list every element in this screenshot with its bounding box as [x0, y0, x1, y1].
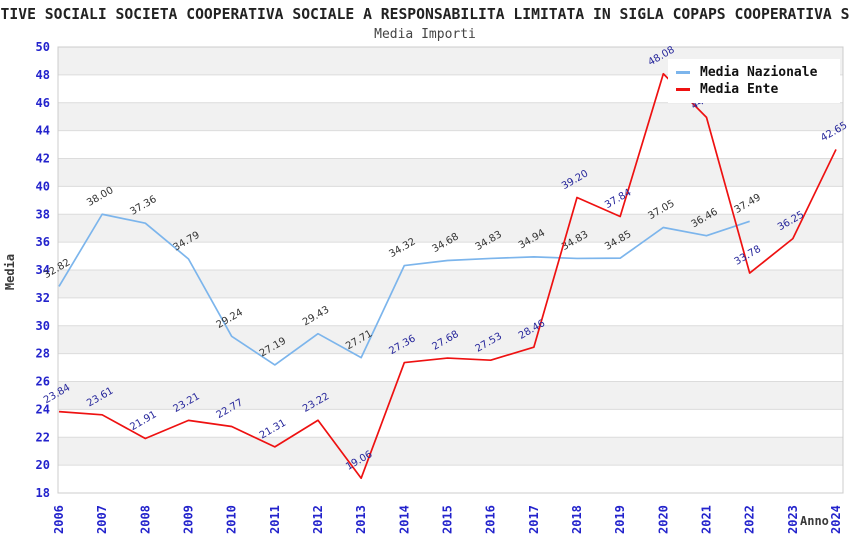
- x-tick-label: 2010: [225, 505, 239, 534]
- x-tick-label: 2014: [397, 505, 411, 534]
- x-tick-label: 2009: [182, 505, 196, 534]
- x-tick-label: 2011: [268, 505, 282, 534]
- y-tick-label: 32: [36, 291, 50, 305]
- y-tick-label: 26: [36, 375, 50, 389]
- series-line-media-ente: [58, 72, 837, 480]
- series-line-media-nazionale: [58, 213, 750, 366]
- plot-band: [58, 214, 843, 243]
- x-tick-label: 2018: [570, 505, 584, 534]
- y-axis-title: Media: [3, 254, 17, 290]
- chart-title: TIVE SOCIALI SOCIETA COOPERATIVA SOCIALE…: [0, 6, 850, 23]
- legend-label: Media Ente: [700, 82, 779, 97]
- x-tick-label: 2016: [484, 505, 498, 534]
- plot-band: [58, 325, 843, 354]
- plot-border: [57, 46, 844, 494]
- x-tick-label: 2024: [829, 505, 843, 534]
- plot-band: [58, 102, 843, 131]
- y-tick-label: 34: [36, 263, 50, 277]
- y-tick-label: 40: [36, 179, 50, 193]
- x-tick-label: 2013: [354, 505, 368, 534]
- plot-band: [58, 158, 843, 187]
- y-tick-label: 20: [36, 458, 50, 472]
- plot-band: [58, 409, 843, 438]
- legend-line-marker: [676, 71, 690, 74]
- x-tick-label: 2022: [743, 505, 757, 534]
- y-tick-label: 36: [36, 235, 50, 249]
- x-tick-label: 2007: [95, 505, 109, 534]
- y-tick-label: 30: [36, 319, 50, 333]
- y-tick-label: 42: [36, 152, 50, 166]
- y-tick-label: 50: [36, 40, 50, 54]
- y-tick-label: 48: [36, 68, 50, 82]
- plot-band: [58, 130, 843, 159]
- x-tick-label: 2023: [786, 505, 800, 534]
- x-tick-label: 2006: [52, 505, 66, 534]
- x-tick-label: 2012: [311, 505, 325, 534]
- chart-subtitle: Media Importi: [374, 27, 476, 42]
- x-tick-label: 2015: [441, 505, 455, 534]
- plot-band: [58, 297, 843, 326]
- y-tick-label: 28: [36, 347, 50, 361]
- plot-band: [58, 381, 843, 410]
- y-tick-label: 38: [36, 207, 50, 221]
- x-tick-label: 2020: [656, 505, 670, 534]
- x-axis-title: Anno: [800, 514, 829, 528]
- y-tick-label: 44: [36, 124, 50, 138]
- legend-line-marker: [676, 88, 690, 91]
- y-tick-label: 18: [36, 486, 50, 500]
- legend-label: Media Nazionale: [700, 65, 818, 80]
- y-tick-label: 22: [36, 430, 50, 444]
- plot-band: [58, 186, 843, 215]
- x-tick-label: 2017: [527, 505, 541, 534]
- plot-band: [58, 437, 843, 466]
- chart-legend: Media Nazionale Media Ente: [668, 59, 840, 103]
- x-tick-label: 2019: [613, 505, 627, 534]
- plot-band: [58, 270, 843, 298]
- plot-band: [58, 242, 843, 270]
- y-tick-label: 46: [36, 96, 50, 110]
- legend-item: Media Nazionale: [676, 64, 834, 81]
- x-tick-label: 2021: [700, 505, 714, 534]
- legend-item: Media Ente: [676, 81, 834, 98]
- x-tick-label: 2008: [138, 505, 152, 534]
- y-tick-label: 24: [36, 402, 50, 416]
- plot-band: [58, 465, 843, 493]
